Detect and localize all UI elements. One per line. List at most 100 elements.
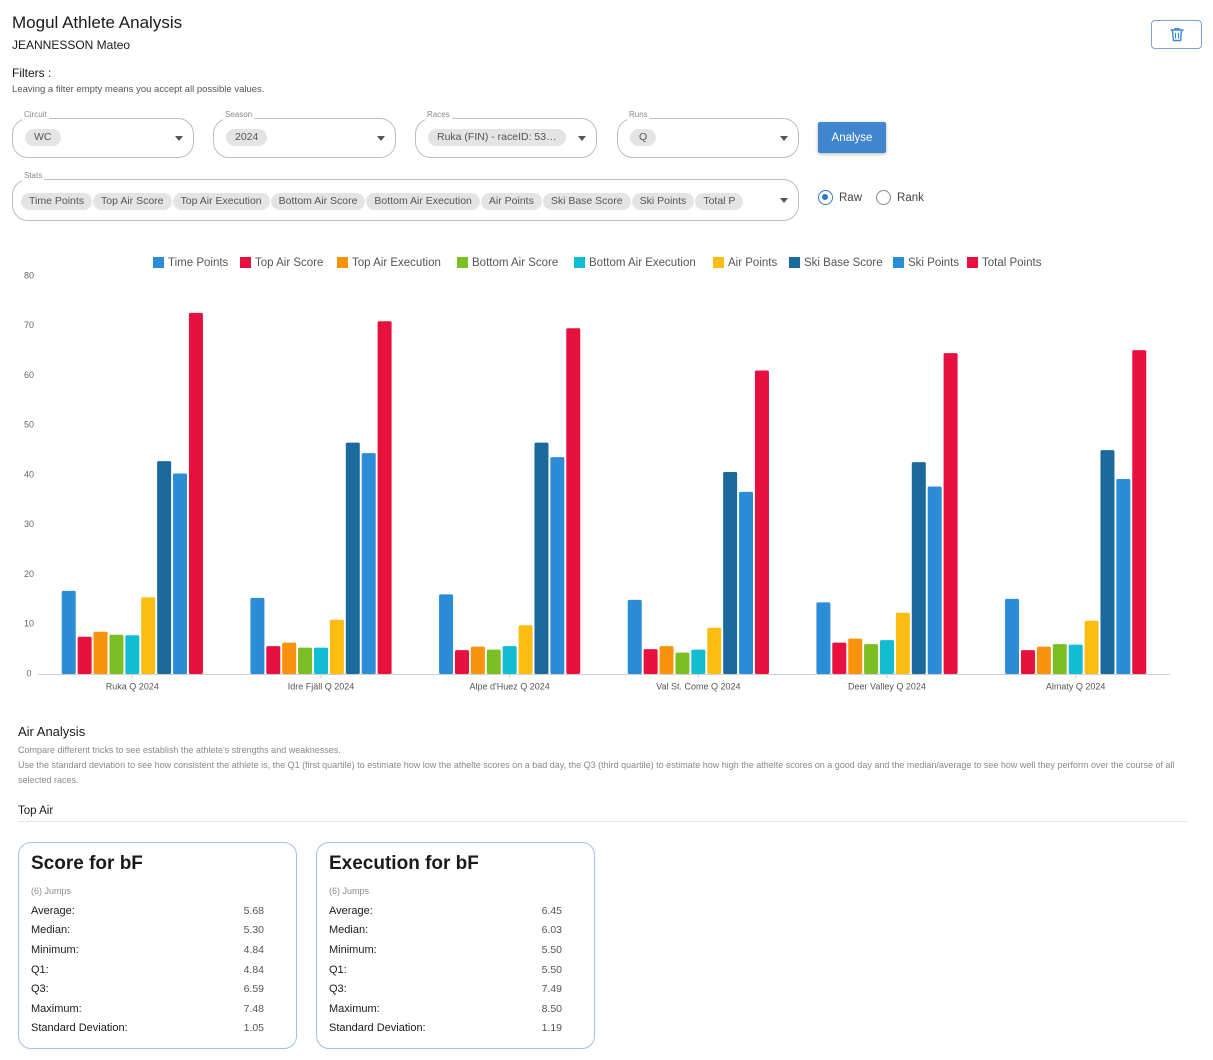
stat-label: Standard Deviation: (31, 1022, 128, 1035)
chevron-down-icon[interactable] (377, 136, 385, 141)
legend-swatch (574, 257, 585, 268)
legend-item: Bottom Air Execution (574, 257, 696, 269)
circuit-chip[interactable]: WC (25, 129, 61, 146)
legend-item: Time Points (153, 257, 229, 269)
bar (1132, 350, 1147, 674)
legend-swatch (789, 257, 800, 268)
stat-row: Maximum: 8.50 (329, 999, 562, 1019)
season-chip[interactable]: 2024 (226, 129, 268, 146)
chevron-down-icon[interactable] (175, 136, 183, 141)
stat-row: Q3: 6.59 (31, 979, 264, 999)
execution-stat-card: Execution for bF (6) Jumps Average: 6.45 … (316, 842, 595, 1049)
stat-row: Q1: 5.50 (329, 960, 562, 980)
stat-row: Median: 5.30 (31, 921, 264, 941)
legend-item: Bottom Air Score (457, 257, 558, 269)
stat-row: Maximum: 7.48 (31, 999, 264, 1019)
y-tick-label: 70 (24, 320, 34, 330)
delete-button[interactable] (1151, 20, 1202, 49)
stat-value: 4.84 (243, 943, 264, 956)
bar (1052, 644, 1067, 674)
radio-unchecked-icon[interactable] (876, 190, 892, 205)
stats-chip[interactable]: Top Air Execution (172, 193, 270, 210)
bar (1116, 478, 1131, 674)
bar (486, 649, 501, 674)
bar (816, 602, 831, 674)
stats-chip[interactable]: Ski Points (631, 193, 695, 210)
stats-chip[interactable]: Bottom Air Score (270, 193, 366, 210)
bar (566, 328, 581, 674)
bar (911, 462, 926, 674)
chevron-down-icon[interactable] (780, 136, 788, 141)
stat-label: Maximum: (329, 1002, 380, 1015)
stat-value: 4.84 (243, 963, 264, 976)
stats-select[interactable]: Stats Time Points Top Air Score Top Air Ex… (12, 171, 799, 221)
stats-chip[interactable]: Air Points (480, 193, 542, 210)
legend-label: Bottom Air Score (472, 257, 558, 269)
bar (675, 652, 690, 674)
stat-label: Median: (31, 924, 71, 937)
divider (18, 821, 1188, 822)
runs-select[interactable]: Runs Q (617, 110, 799, 158)
stat-label: Average: (31, 904, 75, 917)
bar (1084, 620, 1099, 674)
chevron-down-icon[interactable] (578, 136, 586, 141)
stat-row: Standard Deviation: 1.05 (31, 1019, 264, 1039)
stats-chip[interactable]: Ski Base Score (542, 193, 631, 210)
stat-value: 6.45 (541, 904, 562, 917)
stats-chip[interactable]: Time Points (21, 193, 93, 210)
stats-chip[interactable]: Bottom Air Execution (366, 193, 480, 210)
circuit-select[interactable]: Circuit WC (12, 110, 194, 158)
bar (848, 638, 863, 674)
chevron-down-icon[interactable] (780, 198, 788, 203)
stat-value: 8.50 (541, 1002, 562, 1015)
stat-row: Q1: 4.84 (31, 960, 264, 980)
races-chip[interactable]: Ruka (FIN) - raceID: 53… (428, 129, 566, 146)
legend-swatch (713, 257, 724, 268)
stat-value: 1.19 (541, 1022, 562, 1035)
legend-label: Top Air Execution (352, 257, 441, 269)
stat-value: 5.50 (541, 943, 562, 956)
stats-chip[interactable]: Total P (695, 193, 744, 210)
stat-label: Q1: (329, 963, 347, 976)
legend-swatch (457, 257, 468, 268)
raw-radio[interactable]: Raw (818, 190, 862, 205)
stat-value: 6.03 (541, 924, 562, 937)
bar (518, 625, 533, 674)
bar (1020, 650, 1035, 674)
bar (627, 599, 642, 674)
legend-swatch (153, 257, 164, 268)
stat-value: 1.05 (243, 1022, 264, 1035)
bar (927, 486, 942, 674)
x-tick-label: Almaty Q 2024 (1046, 681, 1106, 691)
bar (314, 647, 328, 674)
legend-label: Total Points (982, 257, 1042, 269)
races-select[interactable]: Races Ruka (FIN) - raceID: 53… (415, 110, 597, 158)
legend-label: Top Air Score (255, 257, 323, 269)
rank-radio[interactable]: Rank (876, 190, 924, 205)
x-tick-label: Val St. Come Q 2024 (656, 681, 740, 691)
stat-row: Standard Deviation: 1.19 (329, 1019, 562, 1039)
analyse-button[interactable]: Analyse (818, 122, 886, 153)
card-title: Score for bF (31, 853, 143, 874)
stats-chip[interactable]: Top Air Score (93, 193, 172, 210)
season-select[interactable]: Season 2024 (213, 110, 396, 158)
stat-value: 5.30 (243, 924, 264, 937)
runs-chip[interactable]: Q (630, 129, 657, 146)
stat-row: Average: 5.68 (31, 901, 264, 921)
legend-item: Ski Base Score (789, 257, 883, 269)
bar (109, 634, 124, 674)
stat-label: Q3: (329, 983, 347, 996)
radio-checked-icon[interactable] (818, 190, 833, 205)
bar (832, 642, 847, 674)
bar (93, 631, 108, 674)
bar (282, 642, 297, 674)
y-tick-label: 50 (24, 420, 34, 430)
bar (141, 597, 156, 674)
filters-label: Filters : (12, 66, 52, 80)
legend-swatch (240, 257, 251, 268)
filters-help-text: Leaving a filter empty means you accept … (12, 84, 265, 95)
legend-label: Time Points (168, 257, 229, 269)
legend-swatch (967, 257, 978, 268)
legend-label: Ski Points (908, 257, 959, 269)
bar (77, 636, 92, 674)
